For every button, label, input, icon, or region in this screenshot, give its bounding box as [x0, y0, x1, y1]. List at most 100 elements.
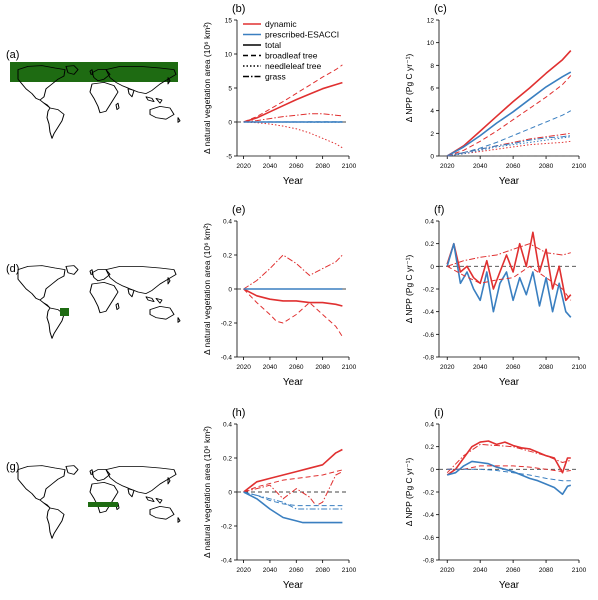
x-tick-label: 2100	[572, 364, 587, 371]
y-tick-label: 4	[430, 108, 434, 115]
legend-entry-total: total	[265, 40, 281, 50]
x-tick-label: 2040	[473, 163, 488, 170]
x-tick-label: 2040	[473, 567, 488, 574]
series-dynamic-total	[446, 231, 572, 302]
y-tick-label: -0.8	[423, 558, 435, 565]
series-dynamic-total	[446, 50, 572, 157]
y-axis-label: Δ NPP (Pg C yr⁻¹)	[404, 54, 414, 123]
x-tick-label: 2100	[572, 163, 587, 170]
y-tick-label: -0.2	[221, 524, 233, 531]
y-tick-label: 2	[430, 131, 434, 138]
legend-entry-prescribed-esacci: prescribed-ESACCI	[265, 30, 339, 40]
y-tick-label: -5	[226, 154, 232, 161]
chart-panel-f: (f) -0.8 -0.6 -0.4 -0.2 0 0.2 0.4 2020 2040 2060 20…	[404, 204, 587, 388]
series-dynamic-grass	[447, 243, 571, 267]
y-tick-label: 5	[228, 86, 232, 93]
x-tick-label: 2060	[506, 364, 521, 371]
y-tick-label: 15	[225, 18, 233, 25]
y-axis-label: Δ natural vegetation area (10⁶ km²)	[202, 223, 212, 355]
panel-label-c: (c)	[434, 3, 447, 15]
x-tick-label: 2100	[342, 567, 357, 574]
x-tick-label: 2060	[506, 163, 521, 170]
y-tick-label: 6	[430, 86, 434, 93]
y-tick-label: 8	[430, 63, 434, 70]
x-tick-label: 2100	[572, 567, 587, 574]
x-tick-label: 2060	[289, 567, 304, 574]
series-dynamic-total	[446, 440, 571, 476]
chart-panel-i: (i) -0.8 -0.6 -0.4 -0.2 0 0.2 0.4 2020 2040 2060 20…	[404, 407, 587, 591]
highlighted-region	[88, 502, 118, 507]
map-panel-a	[10, 62, 181, 139]
y-tick-label: 0.2	[223, 253, 232, 260]
series-dynamic-total	[243, 448, 343, 493]
series-dynamic-total	[243, 81, 343, 123]
y-tick-label: 0.4	[425, 422, 434, 429]
panel-label-g: (g)	[6, 461, 19, 473]
y-tick-label: 0.2	[223, 456, 232, 463]
chart-panel-b: (b) -5 0 5 10 15 2020 2040 2060 2080 2100 Year Δ nat…	[202, 3, 357, 187]
y-tick-label: 0	[228, 120, 232, 127]
series-dynamic-broadleaf-tree	[447, 75, 572, 157]
x-axis-label: Year	[499, 580, 520, 591]
x-tick-label: 2040	[263, 567, 278, 574]
legend-entry-dynamic: dynamic	[265, 19, 297, 29]
y-tick-label: 0.2	[425, 444, 434, 451]
y-axis-label: Δ NPP (Pg C yr⁻¹)	[404, 255, 414, 324]
y-tick-label: -0.4	[221, 558, 233, 565]
y-tick-label: -0.8	[423, 355, 435, 362]
x-tick-label: 2020	[440, 163, 455, 170]
x-tick-label: 2080	[315, 163, 330, 170]
y-tick-label: 10	[427, 40, 435, 47]
series-dynamic-broadleaf-tree	[243, 64, 343, 123]
highlighted-region	[60, 308, 69, 316]
panel-label-e: (e)	[232, 204, 245, 216]
y-tick-label: 0	[430, 264, 434, 271]
x-tick-label: 2020	[236, 567, 251, 574]
series-prescribed-esacci-total	[243, 491, 343, 524]
series-dynamic-broadleaf-tree	[243, 288, 343, 337]
series-prescribed-esacci-broadleaf-tree	[447, 468, 571, 482]
x-tick-label: 2020	[440, 567, 455, 574]
y-tick-label: 0	[228, 287, 232, 294]
y-tick-label: 12	[427, 18, 435, 25]
y-tick-label: 0	[430, 154, 434, 161]
y-tick-label: -0.4	[221, 355, 233, 362]
x-axis-label: Year	[499, 176, 520, 187]
series-dynamic-total	[243, 288, 343, 307]
series-prescribed-esacci-total	[446, 71, 572, 157]
panel-label-i: (i)	[434, 407, 444, 419]
y-tick-label: -0.4	[423, 512, 435, 519]
y-tick-label: 0	[228, 490, 232, 497]
series-dynamic-needleleaf-tree	[243, 121, 343, 149]
y-tick-label: 10	[225, 52, 233, 59]
x-tick-label: 2020	[440, 364, 455, 371]
y-tick-label: -0.6	[423, 332, 435, 339]
x-axis-label: Year	[283, 377, 304, 388]
y-tick-label: 0	[430, 467, 434, 474]
legend-entry-needleleaf-tree: needleleaf tree	[265, 61, 322, 71]
y-axis-label: Δ natural vegetation area (10⁶ km²)	[202, 22, 212, 154]
x-tick-label: 2040	[263, 163, 278, 170]
chart-panel-h: (h) -0.4 -0.2 0 0.2 0.4 2020 2040 2060 2080 2100 Ye…	[202, 407, 357, 591]
panel-label-f: (f)	[434, 204, 444, 216]
x-tick-label: 2080	[539, 364, 554, 371]
map-panel-g	[17, 465, 181, 539]
y-tick-label: -0.6	[423, 535, 435, 542]
series-prescribed-esacci-broadleaf-tree	[447, 110, 572, 157]
x-tick-label: 2020	[236, 364, 251, 371]
series-dynamic-grass	[243, 471, 343, 507]
panel-label-h: (h)	[232, 407, 245, 419]
x-axis-label: Year	[283, 176, 304, 187]
y-tick-label: -0.4	[423, 309, 435, 316]
y-tick-label: -0.2	[423, 490, 435, 497]
x-axis-label: Year	[283, 580, 304, 591]
series-dynamic-grass	[447, 132, 571, 157]
chart-panel-e: (e) -0.4 -0.2 0 0.2 0.4 2020 2040 2060 2080 2100 Ye…	[202, 204, 357, 388]
series-prescribed-esacci-broadleaf-tree	[243, 491, 343, 507]
x-tick-label: 2040	[473, 364, 488, 371]
series-prescribed-esacci-total	[446, 242, 572, 318]
series-dynamic-broadleaf-tree	[447, 465, 571, 473]
y-tick-label: 0.2	[425, 241, 434, 248]
